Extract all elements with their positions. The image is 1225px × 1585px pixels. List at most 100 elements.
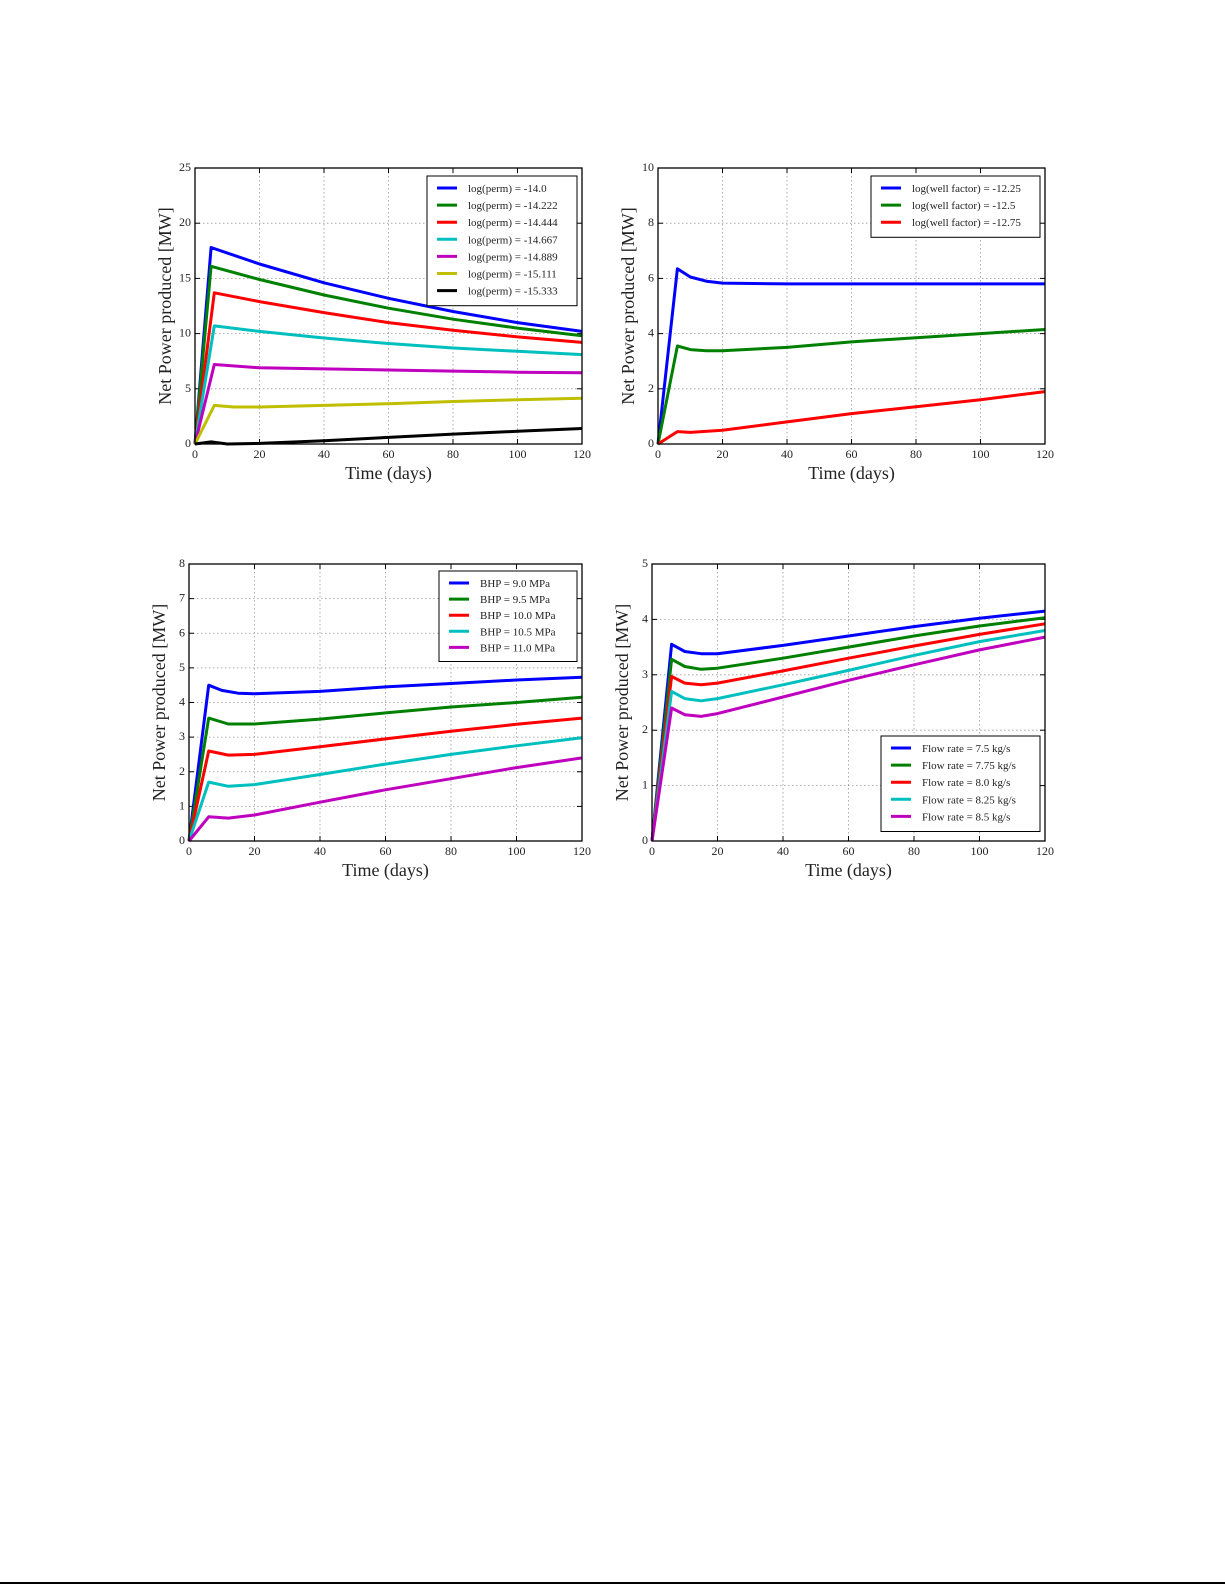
series-line-5	[650, 635, 1046, 842]
x-tick-label: 20	[712, 844, 724, 858]
legend-label: BHP = 9.0 MPa	[480, 578, 550, 590]
x-tick-label: 80	[910, 447, 922, 461]
y-tick-label: 0	[648, 436, 654, 450]
plot-frame	[194, 167, 583, 445]
y-tick-label: 3	[179, 729, 185, 743]
x-axis-label: Time (days)	[342, 860, 429, 881]
series-line-1	[650, 609, 1046, 842]
series-line-5	[187, 756, 583, 842]
legend-label: log(perm) = -15.333	[468, 286, 558, 298]
x-tick-label: 20	[254, 447, 266, 461]
y-axis-label: Net Power produced [MW]	[618, 207, 638, 404]
x-tick-label: 80	[447, 447, 459, 461]
x-tick-label: 40	[781, 447, 793, 461]
legend-label: log(perm) = -15.111	[468, 269, 557, 281]
series-line-4	[193, 324, 583, 445]
legend-label: Flow rate = 8.25 kg/s	[922, 794, 1016, 806]
y-tick-label: 15	[179, 270, 191, 284]
y-axis-label: Net Power produced [MW]	[612, 604, 632, 801]
x-tick-label: 120	[1036, 447, 1054, 461]
y-tick-label: 2	[179, 764, 185, 778]
y-tick-label: 6	[648, 270, 654, 284]
x-tick-label: 120	[1036, 844, 1054, 858]
legend-label: Flow rate = 8.0 kg/s	[922, 777, 1010, 789]
y-tick-label: 25	[179, 160, 191, 174]
x-tick-label: 120	[573, 447, 591, 461]
y-tick-label: 20	[179, 215, 191, 229]
series-line-2	[187, 695, 583, 842]
legend-box	[426, 175, 578, 307]
series-line-3	[187, 716, 583, 842]
y-tick-label: 4	[179, 695, 185, 709]
y-tick-label: 5	[185, 381, 191, 395]
x-tick-label: 60	[846, 447, 858, 461]
series-line-1	[193, 246, 583, 445]
chart-panel-2: 0 20 40 60 80 100 120 0 2 4 6 8 10 Time (days) Net Pow…	[618, 160, 1054, 484]
x-tick-label: 100	[508, 844, 526, 858]
series-line-3	[650, 622, 1046, 842]
series-line-5	[193, 363, 583, 445]
x-axis-label: Time (days)	[808, 463, 895, 484]
y-axis-label: Net Power produced [MW]	[155, 207, 175, 404]
x-tick-label: 40	[777, 844, 789, 858]
x-tick-label: 100	[972, 447, 990, 461]
y-tick-label: 1	[642, 778, 648, 792]
legend-label: log(perm) = -14.889	[468, 251, 558, 263]
series-line-3	[193, 291, 583, 445]
x-tick-label: 80	[445, 844, 457, 858]
legend-label: BHP = 9.5 MPa	[480, 594, 550, 606]
series-line-2	[656, 328, 1046, 445]
y-tick-label: 4	[648, 326, 654, 340]
y-tick-label: 1	[179, 798, 185, 812]
y-tick-label: 0	[185, 436, 191, 450]
legend-label: log(perm) = -14.444	[468, 217, 558, 229]
legend: BHP = 9.0 MPa BHP = 9.5 MPa BHP = 10.0 MPa…	[438, 570, 578, 662]
y-tick-label: 0	[179, 833, 185, 847]
x-tick-label: 0	[186, 844, 192, 858]
x-tick-label: 40	[318, 447, 330, 461]
plot-frame	[657, 167, 1046, 445]
x-tick-label: 60	[843, 844, 855, 858]
chart-panel-4: 0 20 40 60 80 100 120 0 1 2 3 4 5 Time (days) Net Powe…	[612, 556, 1054, 881]
legend-label: log(well factor) = -12.25	[912, 183, 1021, 195]
series-line-2	[193, 264, 583, 445]
y-tick-label: 2	[648, 381, 654, 395]
y-tick-label: 3	[642, 667, 648, 681]
legend-label: log(perm) = -14.0	[468, 183, 547, 195]
series-line-4	[650, 629, 1046, 842]
legend-label: BHP = 10.0 MPa	[480, 610, 556, 622]
x-tick-label: 0	[649, 844, 655, 858]
chart-panel-3: 0 20 40 60 80 100 120 0 1 2 3 4 5 6 7 8 Time (days) Net P…	[149, 556, 591, 881]
x-axis-label: Time (days)	[345, 463, 432, 484]
plot-frame	[651, 563, 1046, 842]
legend-label: Flow rate = 7.75 kg/s	[922, 760, 1016, 772]
y-axis-label: Net Power produced [MW]	[149, 604, 169, 801]
series-line-6	[193, 396, 583, 445]
x-tick-label: 100	[971, 844, 989, 858]
legend-label: BHP = 11.0 MPa	[480, 642, 555, 654]
x-tick-label: 100	[509, 447, 527, 461]
legend-label: log(perm) = -14.222	[468, 200, 558, 212]
y-tick-label: 6	[179, 625, 185, 639]
series-line-1	[187, 675, 583, 842]
y-tick-label: 0	[642, 833, 648, 847]
series-line-4	[187, 736, 583, 842]
y-tick-label: 10	[179, 326, 191, 340]
x-tick-label: 80	[908, 844, 920, 858]
y-tick-label: 4	[642, 611, 648, 625]
legend: log(perm) = -14.0 log(perm) = -14.222 log(…	[426, 175, 578, 307]
series-line-7	[194, 427, 583, 446]
y-tick-label: 5	[179, 660, 185, 674]
x-tick-label: 20	[249, 844, 261, 858]
y-tick-label: 10	[642, 160, 654, 174]
plot-frame	[188, 563, 583, 842]
legend-label: Flow rate = 7.5 kg/s	[922, 743, 1010, 755]
x-tick-label: 20	[717, 447, 729, 461]
legend-label: Flow rate = 8.5 kg/s	[922, 811, 1010, 823]
series-line-1	[656, 267, 1045, 445]
series-line-2	[650, 616, 1046, 842]
x-tick-label: 0	[655, 447, 661, 461]
x-tick-label: 60	[380, 844, 392, 858]
y-tick-label: 7	[179, 591, 185, 605]
